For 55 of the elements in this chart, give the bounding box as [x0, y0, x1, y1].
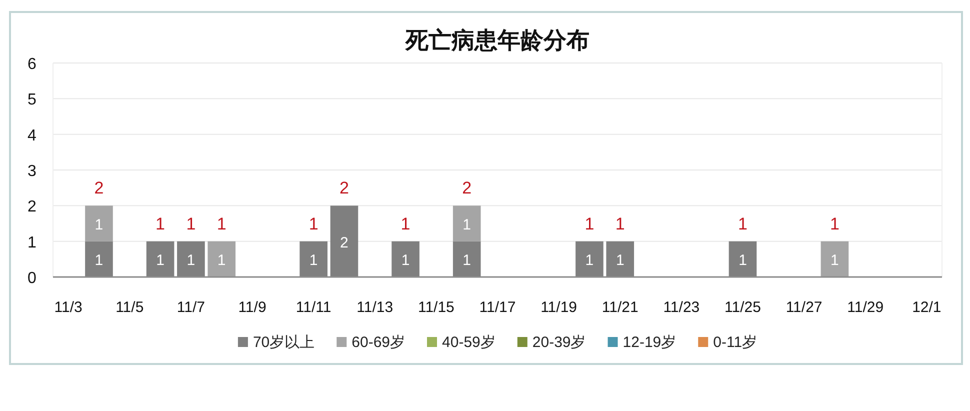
- total-label: 1: [156, 214, 166, 234]
- legend-label: 70岁以上: [252, 334, 315, 351]
- total-label: 1: [400, 214, 410, 234]
- x-tick-label: 11/7: [176, 299, 205, 316]
- data-label: 1: [462, 216, 472, 234]
- y-tick-label: 4: [28, 127, 37, 144]
- x-tick-label: 11/25: [724, 299, 761, 316]
- y-tick-label: 5: [28, 92, 37, 109]
- legend-label: 60-69岁: [352, 334, 406, 351]
- total-label: 2: [462, 178, 472, 198]
- legend-label: 0-11岁: [713, 334, 758, 351]
- y-tick-label: 2: [28, 198, 37, 216]
- total-label: 1: [830, 214, 840, 234]
- y-tick-label: 1: [28, 234, 37, 252]
- data-label: 1: [94, 216, 104, 234]
- data-label: 1: [217, 252, 226, 270]
- x-tick-label: 11/5: [116, 299, 144, 316]
- legend-label: 12-19岁: [622, 334, 676, 351]
- chart-title: 死亡病患年龄分布: [404, 27, 590, 53]
- total-label: 1: [584, 214, 594, 234]
- x-tick-label: 11/29: [847, 299, 884, 316]
- data-label: 1: [186, 252, 196, 270]
- data-label: 1: [156, 252, 164, 270]
- data-label: 1: [309, 252, 318, 270]
- x-tick-label: 11/13: [356, 299, 394, 316]
- data-label: 1: [462, 252, 472, 270]
- x-tick-label: 11/9: [238, 299, 266, 316]
- x-tick-label: 12/1: [912, 299, 942, 316]
- total-label: 2: [94, 178, 104, 198]
- x-tick-label: 11/23: [663, 299, 700, 316]
- y-tick-label: 6: [28, 56, 37, 73]
- x-tick-label: 11/11: [296, 299, 332, 316]
- y-tick-label: 0: [28, 270, 37, 287]
- data-label: 1: [738, 252, 747, 270]
- legend-label: 40-59岁: [442, 334, 496, 351]
- data-label: 1: [401, 252, 410, 270]
- x-tick-label: 11/27: [786, 299, 822, 316]
- y-tick-label: 3: [28, 163, 37, 180]
- total-label: 1: [216, 214, 226, 234]
- x-tick-label: 11/3: [54, 299, 82, 316]
- x-tick-label: 11/17: [479, 299, 516, 316]
- data-label: 1: [585, 252, 594, 270]
- total-label: 2: [339, 178, 349, 198]
- total-label: 1: [615, 214, 625, 234]
- total-label: 1: [738, 214, 748, 234]
- legend-label: 20-39岁: [532, 334, 586, 351]
- x-tick-label: 11/19: [540, 299, 578, 316]
- x-tick-label: 11/21: [602, 299, 638, 316]
- data-label: 1: [94, 252, 104, 270]
- total-label: 1: [308, 214, 318, 234]
- data-label: 1: [616, 252, 624, 270]
- x-tick-label: 11/15: [418, 299, 454, 316]
- total-label: 1: [186, 214, 196, 234]
- data-label: 2: [340, 234, 348, 252]
- data-label: 1: [830, 252, 839, 270]
